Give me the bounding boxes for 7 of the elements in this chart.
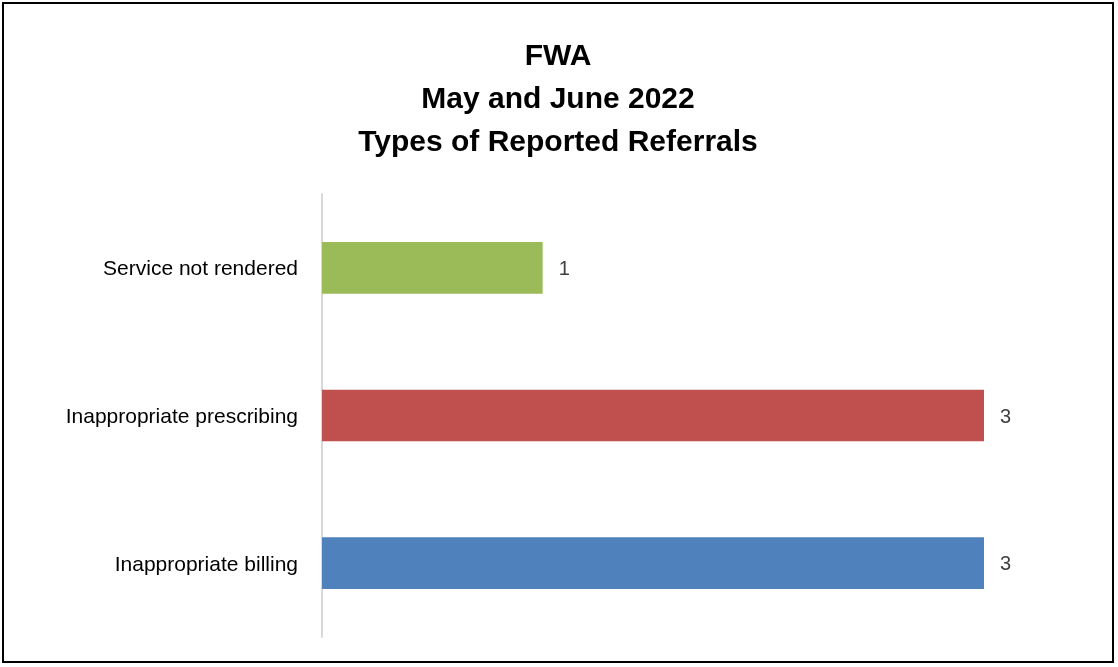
data-label: 3 (1000, 404, 1012, 427)
y-tick-label: Inappropriate billing (114, 551, 298, 575)
data-label: 3 (1000, 552, 1012, 575)
y-tick-label: Inappropriate prescribing (65, 404, 298, 427)
data-label: 1 (558, 256, 570, 279)
chart-title: FWA May and June 2022 Types of Reported Referrals (358, 38, 758, 157)
y-tick-label: Service not rendered (103, 256, 298, 280)
